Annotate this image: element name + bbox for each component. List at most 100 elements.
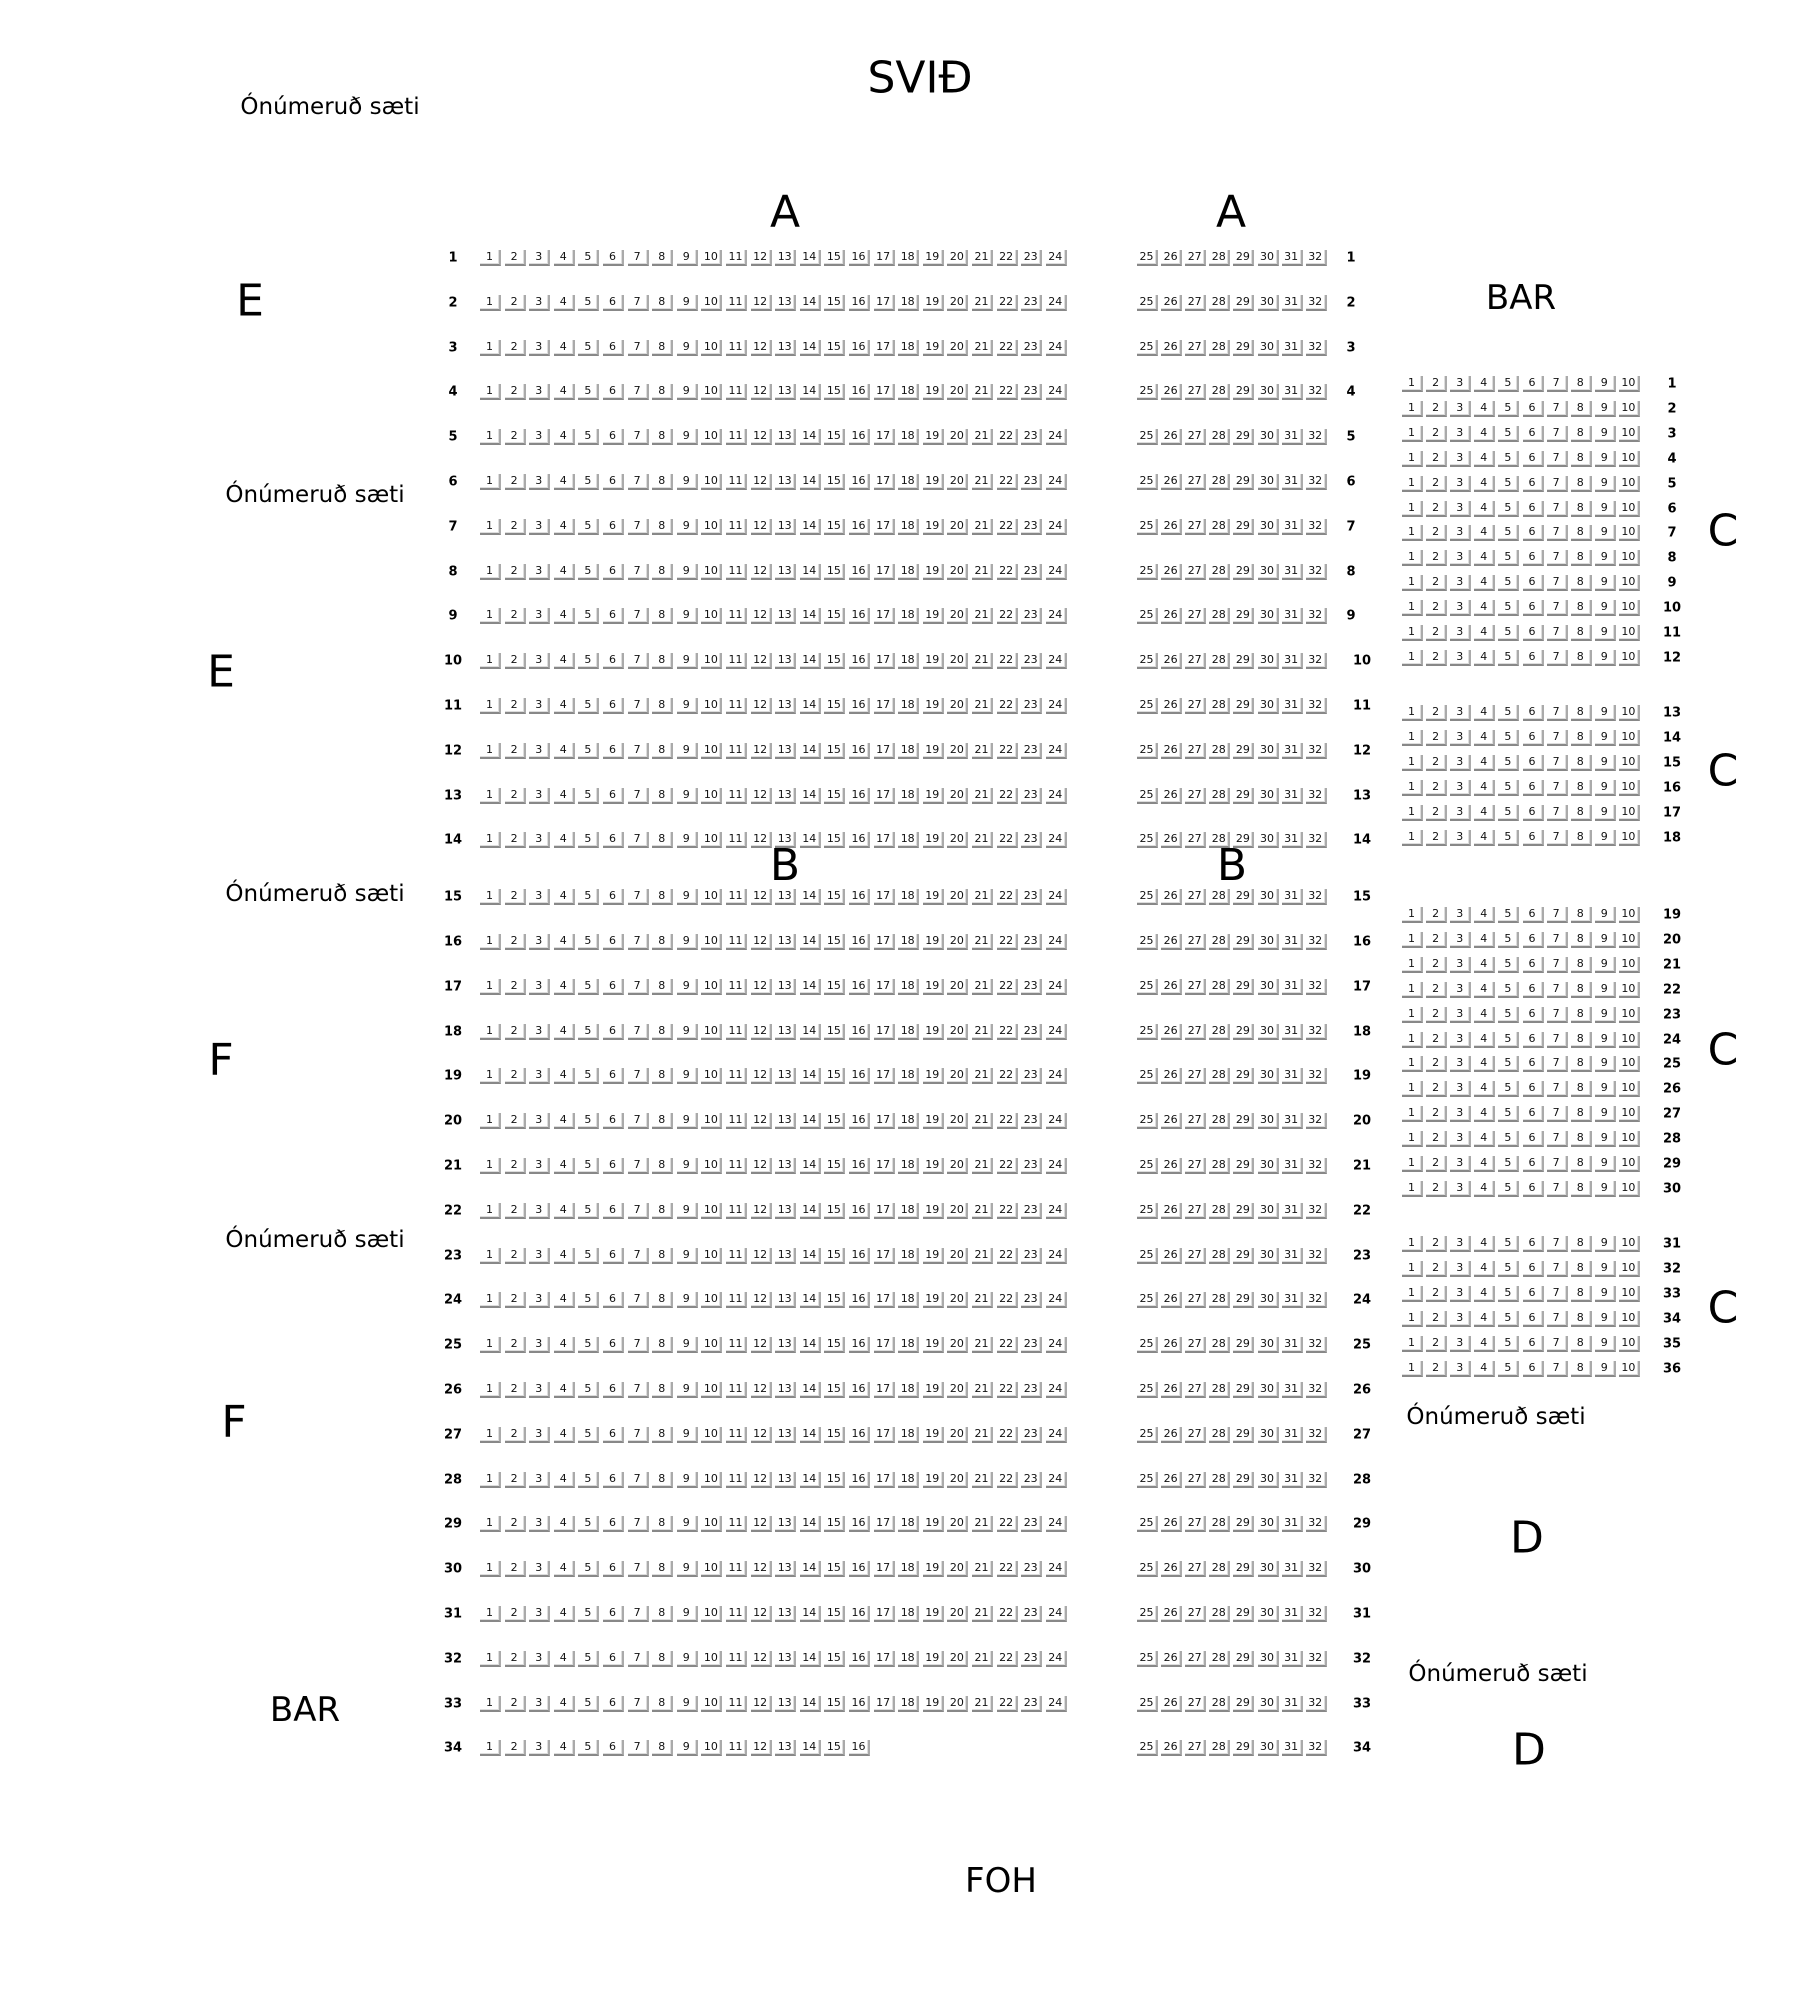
seat[interactable]: 3 xyxy=(529,294,551,311)
seat[interactable]: 30 xyxy=(1257,934,1279,950)
seat[interactable]: 29 xyxy=(1233,1650,1255,1667)
seat[interactable]: 25 xyxy=(1137,832,1158,849)
seat[interactable]: 27 xyxy=(1185,429,1207,446)
seat[interactable]: 1 xyxy=(1402,754,1423,771)
seat[interactable]: 5 xyxy=(578,1606,600,1622)
seat[interactable]: 16 xyxy=(849,1606,870,1622)
seat[interactable]: 2 xyxy=(1426,1260,1448,1277)
seat[interactable]: 31 xyxy=(1281,1606,1303,1622)
seat[interactable]: 30 xyxy=(1257,1606,1279,1622)
seat[interactable]: 8 xyxy=(652,889,674,906)
seat[interactable]: 4 xyxy=(553,1113,575,1130)
seat[interactable]: 25 xyxy=(1137,294,1158,311)
seat[interactable]: 6 xyxy=(603,339,624,356)
seat[interactable]: 20 xyxy=(947,1247,969,1264)
seat[interactable]: 24 xyxy=(1045,1337,1067,1354)
seat[interactable]: 2 xyxy=(504,1426,526,1443)
seat[interactable]: 30 xyxy=(1257,1068,1279,1085)
seat[interactable]: 16 xyxy=(849,1202,870,1219)
seat[interactable]: 7 xyxy=(1546,1180,1568,1197)
seat[interactable]: 22 xyxy=(996,1516,1018,1533)
seat[interactable]: 2 xyxy=(1426,956,1448,973)
seat[interactable]: 2 xyxy=(1426,525,1448,542)
seat[interactable]: 1 xyxy=(1402,729,1423,746)
seat[interactable]: 17 xyxy=(873,1158,895,1174)
seat[interactable]: 3 xyxy=(1450,705,1472,721)
seat[interactable]: 9 xyxy=(1594,649,1616,666)
seat[interactable]: 7 xyxy=(627,1561,649,1578)
seat[interactable]: 3 xyxy=(529,832,551,849)
seat[interactable]: 13 xyxy=(775,1740,797,1757)
seat[interactable]: 10 xyxy=(701,384,723,401)
seat[interactable]: 1 xyxy=(1402,931,1423,948)
seat[interactable]: 32 xyxy=(1305,1606,1327,1622)
seat[interactable]: 10 xyxy=(701,1606,723,1622)
seat[interactable]: 29 xyxy=(1233,1426,1255,1443)
seat[interactable]: 23 xyxy=(1021,429,1043,446)
seat[interactable]: 14 xyxy=(799,1158,821,1174)
seat[interactable]: 31 xyxy=(1281,1382,1303,1398)
seat[interactable]: 30 xyxy=(1257,250,1279,266)
seat[interactable]: 3 xyxy=(529,787,551,804)
seat[interactable]: 1 xyxy=(480,1023,501,1040)
seat[interactable]: 17 xyxy=(873,1606,895,1622)
seat[interactable]: 1 xyxy=(480,653,501,670)
seat[interactable]: 29 xyxy=(1233,1202,1255,1219)
seat[interactable]: 3 xyxy=(1450,1081,1472,1098)
seat[interactable]: 7 xyxy=(627,384,649,401)
seat[interactable]: 7 xyxy=(1546,729,1568,746)
seat[interactable]: 25 xyxy=(1137,1426,1158,1443)
seat[interactable]: 15 xyxy=(824,1650,846,1667)
seat[interactable]: 5 xyxy=(1498,600,1520,617)
seat[interactable]: 28 xyxy=(1209,1023,1231,1040)
seat[interactable]: 10 xyxy=(1618,1180,1640,1197)
seat[interactable]: 21 xyxy=(972,474,993,490)
seat[interactable]: 24 xyxy=(1045,742,1067,759)
seat[interactable]: 2 xyxy=(1426,475,1448,492)
seat[interactable]: 5 xyxy=(1498,625,1520,641)
seat[interactable]: 3 xyxy=(529,1292,551,1309)
seat[interactable]: 24 xyxy=(1045,518,1067,535)
seat[interactable]: 21 xyxy=(972,1471,993,1488)
seat[interactable]: 5 xyxy=(578,518,600,535)
seat[interactable]: 9 xyxy=(676,1516,698,1533)
seat[interactable]: 6 xyxy=(603,1382,624,1398)
seat[interactable]: 28 xyxy=(1209,1292,1231,1309)
seat[interactable]: 12 xyxy=(750,339,772,356)
seat[interactable]: 9 xyxy=(676,518,698,535)
seat[interactable]: 2 xyxy=(504,1113,526,1130)
seat[interactable]: 23 xyxy=(1021,1426,1043,1443)
seat[interactable]: 8 xyxy=(652,384,674,401)
seat[interactable]: 21 xyxy=(972,608,993,625)
unnumbered-seats-label[interactable]: Ónúmeruð sæti xyxy=(225,482,405,508)
seat[interactable]: 21 xyxy=(972,787,993,804)
seat[interactable]: 17 xyxy=(873,1202,895,1219)
seat[interactable]: 22 xyxy=(996,1202,1018,1219)
seat[interactable]: 5 xyxy=(1498,729,1520,746)
seat[interactable]: 5 xyxy=(1498,1310,1520,1327)
seat[interactable]: 21 xyxy=(972,294,993,311)
seat[interactable]: 30 xyxy=(1257,384,1279,401)
seat[interactable]: 5 xyxy=(1498,1285,1520,1302)
seat[interactable]: 10 xyxy=(1618,1031,1640,1048)
seat[interactable]: 4 xyxy=(553,1471,575,1488)
seat[interactable]: 18 xyxy=(898,1337,920,1354)
seat[interactable]: 7 xyxy=(1546,425,1568,442)
seat[interactable]: 4 xyxy=(553,384,575,401)
seat[interactable]: 10 xyxy=(701,1023,723,1040)
seat[interactable]: 2 xyxy=(504,1740,526,1757)
seat[interactable]: 22 xyxy=(996,294,1018,311)
seat[interactable]: 19 xyxy=(922,934,944,950)
seat[interactable]: 29 xyxy=(1233,1695,1255,1712)
seat[interactable]: 13 xyxy=(775,1695,797,1712)
seat[interactable]: 10 xyxy=(1618,829,1640,846)
seat[interactable]: 31 xyxy=(1281,1740,1303,1757)
seat[interactable]: 2 xyxy=(504,339,526,356)
seat[interactable]: 9 xyxy=(1594,550,1616,567)
seat[interactable]: 15 xyxy=(824,339,846,356)
seat[interactable]: 13 xyxy=(775,429,797,446)
seat[interactable]: 13 xyxy=(775,1158,797,1174)
seat[interactable]: 2 xyxy=(504,608,526,625)
seat[interactable]: 2 xyxy=(1426,649,1448,666)
seat[interactable]: 30 xyxy=(1257,518,1279,535)
